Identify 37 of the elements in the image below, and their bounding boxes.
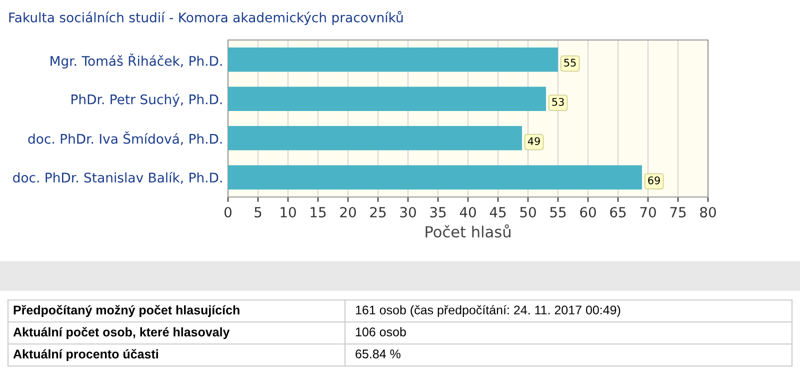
x-tick-label: 80 xyxy=(700,206,716,218)
x-tick-label: 75 xyxy=(670,207,686,218)
text: 161 osob (čas předpočítání: 24. 11. 2017 00:49) xyxy=(356,305,620,317)
x-tick-label: 30 xyxy=(400,206,416,218)
x-tick-label: 40 xyxy=(460,206,476,218)
y-tick-label: doc. PhDr. Stanislav Balík, Ph.D. xyxy=(13,172,222,184)
bar xyxy=(228,47,558,72)
data-label: 55 xyxy=(564,58,576,67)
chart-title: Fakulta sociálních studií - Komora akademických pracovníků xyxy=(9,11,403,25)
data-label: 49 xyxy=(528,137,540,146)
y-tick-label: PhDr. Petr Suchý, Ph.D. xyxy=(72,94,222,107)
bar xyxy=(228,165,642,190)
x-tick-label: 20 xyxy=(340,206,356,218)
y-tick-label: Mgr. Tomáš Řiháček, Ph.D. xyxy=(50,54,222,68)
bar xyxy=(228,86,546,112)
data-label: 69 xyxy=(648,176,660,184)
x-axis-title: Počet hlasů xyxy=(426,224,510,238)
x-tick-label: 65 xyxy=(610,206,626,218)
bar xyxy=(228,126,522,150)
x-tick-label: 50 xyxy=(520,206,536,218)
x-tick-label: 10 xyxy=(280,206,296,218)
data-label: 53 xyxy=(552,98,564,106)
x-tick-label: 15 xyxy=(310,207,326,218)
x-tick-label: 55 xyxy=(550,207,566,218)
y-tick-label: doc. PhDr. Iva Šmídová, Ph.D. xyxy=(28,131,222,146)
x-tick-label: 70 xyxy=(640,206,656,218)
x-tick-label: 45 xyxy=(490,207,506,218)
text: Aktuální procento účasti xyxy=(13,349,158,361)
x-tick-label: 35 xyxy=(430,206,446,218)
text: 106 osob xyxy=(356,327,406,336)
text: 65.84 % xyxy=(356,350,400,358)
x-tick-label: 0 xyxy=(224,206,232,218)
text: Předpočítaný možný počet hlasujících xyxy=(14,305,240,317)
text: Aktuální počet osob, které hlasovaly xyxy=(13,327,230,339)
x-tick-label: 25 xyxy=(370,206,386,218)
x-tick-label: 5 xyxy=(254,207,262,218)
x-tick-label: 60 xyxy=(580,206,596,218)
